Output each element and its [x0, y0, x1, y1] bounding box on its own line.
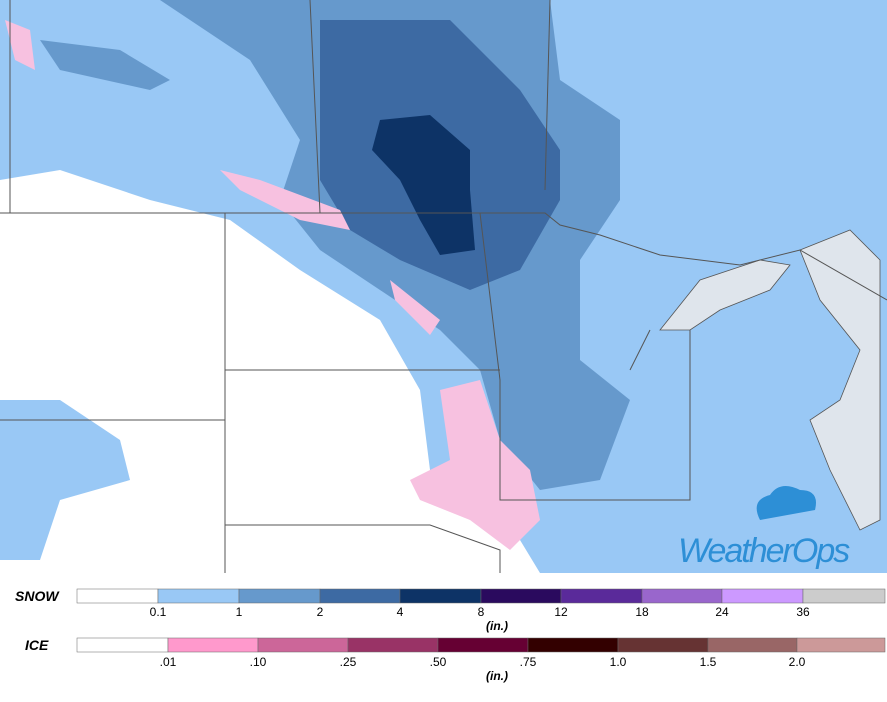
snow-scale — [76, 588, 886, 604]
swatch — [257, 637, 349, 653]
tick-label: 0.1 — [150, 605, 167, 619]
tick-label: 1 — [236, 605, 243, 619]
tick-label: 1.0 — [610, 655, 627, 669]
logo: WeatherOps — [678, 486, 852, 570]
tick-label: 4 — [397, 605, 404, 619]
tick-label: .75 — [520, 655, 537, 669]
swatch — [399, 588, 482, 604]
tick-label: 36 — [796, 605, 810, 619]
swatch — [167, 637, 259, 653]
map: WeatherOps — [0, 0, 887, 573]
ice-scale — [76, 637, 886, 653]
swatch — [721, 588, 804, 604]
tick-label: 24 — [715, 605, 729, 619]
ice-unit: (in.) — [486, 669, 508, 683]
swatch — [76, 637, 169, 653]
logo-text: WeatherOps — [678, 532, 850, 570]
swatch — [76, 588, 159, 604]
border-canada — [0, 212, 887, 301]
state-borders — [0, 0, 691, 573]
snow-label: SNOW — [15, 588, 60, 604]
tick-label: .01 — [160, 655, 177, 669]
snow-ticks: 0.1 1 2 4 8 12 18 24 36 — [150, 605, 810, 619]
swatch — [641, 588, 723, 604]
tick-label: .25 — [340, 655, 357, 669]
swatch — [319, 588, 401, 604]
swatch — [347, 637, 439, 653]
swatch — [437, 637, 529, 653]
swatch — [238, 588, 321, 604]
logo-cloud — [756, 486, 816, 520]
swatch — [796, 637, 886, 653]
legend: SNOW 0.1 1 2 4 8 12 18 24 36 (in.) ICE .01.10.25… — [15, 588, 886, 683]
snow-unit: (in.) — [486, 619, 508, 633]
tick-label: 2 — [317, 605, 324, 619]
snow-moderate-west — [40, 40, 170, 90]
swatch — [802, 588, 886, 604]
lake-superior — [659, 259, 791, 331]
tick-label: .10 — [250, 655, 267, 669]
tick-label: .50 — [430, 655, 447, 669]
tick-label: 12 — [554, 605, 568, 619]
ice-light — [410, 380, 540, 550]
swatch — [617, 637, 709, 653]
tick-label: 18 — [635, 605, 649, 619]
swatch — [157, 588, 240, 604]
ice-label: ICE — [25, 637, 49, 653]
snow-light-west — [0, 400, 130, 560]
tick-label: 1.5 — [700, 655, 717, 669]
tick-label: 2.0 — [789, 655, 806, 669]
snow-very-heavy — [372, 115, 475, 255]
swatch — [560, 588, 643, 604]
lake-michigan-huron — [799, 229, 881, 531]
swatch — [480, 588, 562, 604]
swatch — [527, 637, 619, 653]
ice-ticks: .01 .10 .25 .50 .75 1.0 1.5 2.0 — [160, 655, 806, 669]
swatch — [707, 637, 798, 653]
tick-label: 8 — [478, 605, 485, 619]
